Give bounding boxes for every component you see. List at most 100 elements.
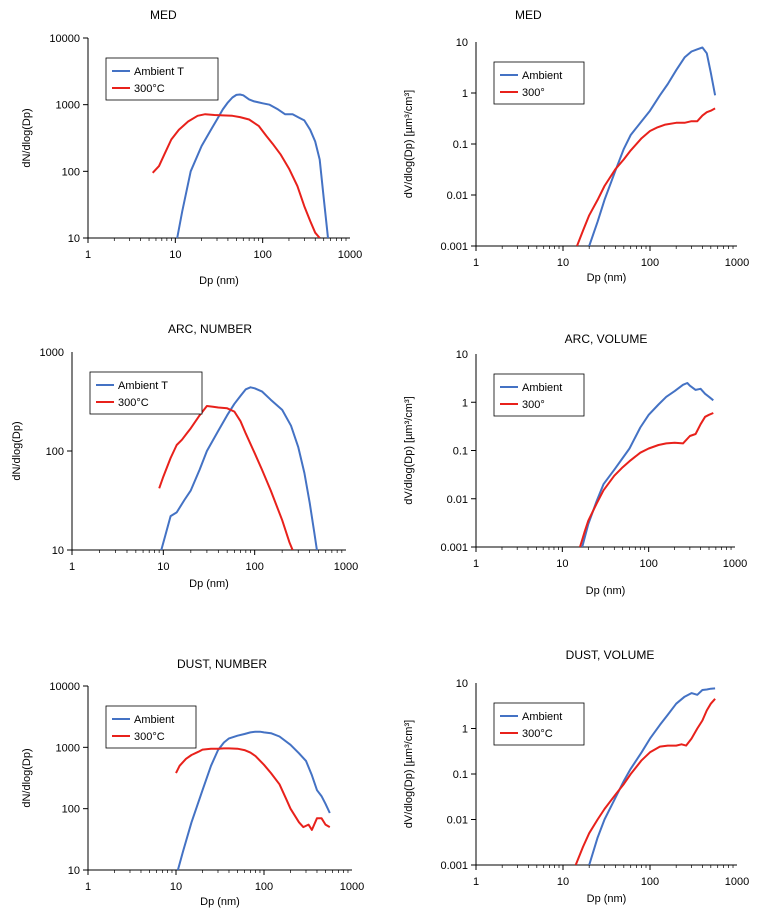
x-tick-label: 1000 bbox=[725, 876, 749, 888]
series-line-300c bbox=[574, 698, 716, 865]
legend-box bbox=[105, 705, 197, 749]
y-tick-label: 10000 bbox=[49, 681, 80, 693]
chart-panel-5: DUST, NUMBER 1 10 100 1000 10 100 1000 10000 Dp (… bbox=[21, 657, 364, 908]
x-tick-label: 10 bbox=[557, 876, 569, 888]
x-tick-label: 1000 bbox=[340, 881, 364, 893]
x-tick-label: 1 bbox=[473, 876, 479, 888]
y-tick-label: 10 bbox=[68, 233, 80, 245]
legend-box bbox=[493, 702, 585, 746]
x-tick-label: 100 bbox=[245, 561, 263, 573]
y-tick-label: 1000 bbox=[40, 347, 64, 359]
y-tick-label: 0.001 bbox=[440, 241, 468, 253]
y-tick-label: 10000 bbox=[49, 33, 80, 45]
series-line-ambient bbox=[588, 46, 717, 246]
legend-box bbox=[105, 57, 219, 101]
legend-label: Ambient bbox=[522, 70, 562, 82]
series-line-ambient bbox=[581, 382, 714, 547]
series-line-300c bbox=[579, 412, 714, 547]
series-line-ambient bbox=[588, 687, 716, 865]
x-tick-label: 1 bbox=[473, 558, 479, 570]
y-axis-label: dN/dlog(Dp) bbox=[21, 748, 33, 807]
legend: Ambient 300°C bbox=[493, 702, 585, 746]
y-tick-label: 0.1 bbox=[453, 446, 468, 458]
y-tick-label: 10 bbox=[68, 865, 80, 877]
legend-label: 300°C bbox=[118, 397, 149, 409]
chart-panel-1: MED 1 10 100 1000 10 100 1000 10000 Dp (nm) dN/dlo… bbox=[21, 8, 362, 287]
y-tick-label: 0.01 bbox=[447, 190, 468, 202]
y-tick-label: 10 bbox=[52, 545, 64, 557]
chart-panel-4: ARC, VOLUME 1 10 100 1000 0.001 0.01 0.1 1 10 Dp (… bbox=[403, 332, 747, 597]
x-tick-label: 10 bbox=[557, 257, 569, 269]
legend-label: 300°C bbox=[522, 728, 553, 740]
x-tick-label: 1 bbox=[85, 881, 91, 893]
x-tick-label: 1000 bbox=[725, 257, 749, 269]
y-tick-label: 10 bbox=[456, 37, 468, 49]
y-axis-label: dV/dlog(Dp) [µm³/cm³] bbox=[403, 720, 415, 828]
y-tick-label: 100 bbox=[62, 804, 80, 816]
legend-label: Ambient bbox=[522, 382, 562, 394]
y-tick-label: 0.01 bbox=[447, 815, 468, 827]
series-line-ambient bbox=[176, 93, 329, 238]
legend: Ambient 300°C bbox=[105, 705, 197, 749]
y-tick-label: 1 bbox=[462, 724, 468, 736]
y-axis-label: dV/dlog(Dp) [µm³/cm³] bbox=[403, 396, 415, 504]
x-axis-label: Dp (nm) bbox=[199, 275, 239, 287]
chart-title: ARC, VOLUME bbox=[565, 332, 648, 346]
x-tick-label: 1000 bbox=[338, 249, 362, 261]
legend-box bbox=[89, 371, 203, 415]
x-tick-label: 1000 bbox=[723, 558, 747, 570]
series-line-ambient bbox=[176, 730, 331, 870]
chart-title: DUST, NUMBER bbox=[177, 657, 267, 671]
x-axis-label: Dp (nm) bbox=[587, 893, 627, 905]
x-tick-label: 10 bbox=[169, 249, 181, 261]
legend-label: Ambient T bbox=[118, 380, 168, 392]
x-axis-label: Dp (nm) bbox=[200, 896, 240, 908]
x-tick-label: 100 bbox=[253, 249, 271, 261]
x-tick-label: 100 bbox=[255, 881, 273, 893]
legend-box bbox=[493, 373, 585, 417]
legend-label: 300°C bbox=[134, 83, 165, 95]
legend-label: Ambient bbox=[522, 711, 562, 723]
legend-box bbox=[493, 61, 585, 105]
legend-label: 300°C bbox=[134, 731, 165, 743]
y-tick-label: 10 bbox=[456, 678, 468, 690]
y-tick-label: 1000 bbox=[56, 100, 80, 112]
y-tick-label: 0.001 bbox=[440, 542, 468, 554]
chart-title: DUST, VOLUME bbox=[566, 648, 655, 662]
y-tick-label: 100 bbox=[46, 446, 64, 458]
chart-panel-2: MED 1 10 100 1000 0.001 0.01 0.1 1 10 Dp (nm) dV/dl… bbox=[403, 8, 749, 284]
y-tick-label: 0.1 bbox=[453, 769, 468, 781]
y-axis-label: dN/dlog(Dp) bbox=[11, 421, 23, 480]
x-tick-label: 10 bbox=[556, 558, 568, 570]
legend: Ambient T 300°C bbox=[105, 57, 219, 101]
legend-label: 300° bbox=[522, 399, 545, 411]
y-tick-label: 10 bbox=[456, 349, 468, 361]
y-axis-label: dV/dlog(Dp) [µm³/cm³] bbox=[403, 90, 415, 198]
x-tick-label: 1 bbox=[473, 257, 479, 269]
x-tick-label: 1 bbox=[69, 561, 75, 573]
legend: Ambient T 300°C bbox=[89, 371, 203, 415]
x-axis-label: Dp (nm) bbox=[586, 585, 626, 597]
y-tick-label: 1000 bbox=[56, 742, 80, 754]
x-axis-label: Dp (nm) bbox=[587, 272, 627, 284]
legend-label: 300° bbox=[522, 87, 545, 99]
y-tick-label: 1 bbox=[462, 88, 468, 100]
y-tick-label: 0.01 bbox=[447, 494, 468, 506]
legend-label: Ambient T bbox=[134, 66, 184, 78]
chart-panel-6: DUST, VOLUME 1 10 100 1000 0.001 0.01 0.1 1 10 Dp … bbox=[403, 648, 749, 905]
series-line-ambient bbox=[160, 386, 318, 550]
x-tick-label: 10 bbox=[170, 881, 182, 893]
x-tick-label: 100 bbox=[641, 257, 659, 269]
legend-label: Ambient bbox=[134, 714, 174, 726]
series-line-300c bbox=[151, 113, 321, 238]
chart-title: MED bbox=[150, 8, 177, 22]
x-tick-label: 100 bbox=[641, 876, 659, 888]
chart-panel-3: ARC, NUMBER 1 10 100 1000 10 100 1000 Dp (nm) dN/… bbox=[11, 322, 358, 590]
series-line-300c bbox=[576, 107, 716, 246]
x-tick-label: 1000 bbox=[334, 561, 358, 573]
y-tick-label: 100 bbox=[62, 166, 80, 178]
series-line-300c bbox=[158, 405, 294, 550]
x-tick-label: 10 bbox=[157, 561, 169, 573]
legend: Ambient 300° bbox=[493, 61, 585, 105]
